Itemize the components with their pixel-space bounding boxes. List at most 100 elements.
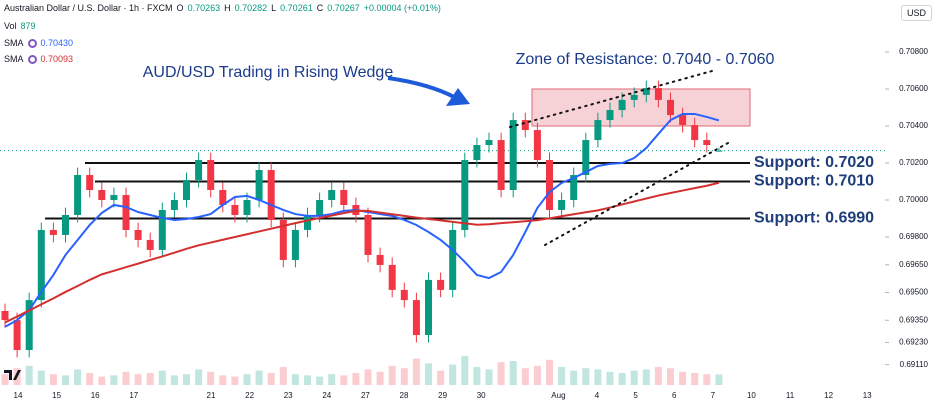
candle-body	[122, 194, 130, 230]
volume-bar	[558, 367, 566, 385]
candle-body	[170, 199, 178, 210]
volume-bar	[134, 374, 142, 385]
volume-bar	[642, 369, 650, 385]
h-val: 0.70282	[234, 3, 268, 13]
legend-name: SMA	[4, 54, 24, 64]
candle-body	[328, 190, 336, 200]
vol-val: 879	[20, 21, 36, 31]
volume-bar	[1, 374, 9, 385]
volume-bar	[62, 375, 69, 385]
y-tick-label: 0.70400	[899, 121, 928, 130]
volume-bar	[570, 370, 578, 385]
candle-body	[594, 120, 602, 141]
candle-body	[255, 170, 263, 200]
volume-bar	[388, 365, 396, 385]
candle-body	[1, 310, 9, 321]
candle-body	[291, 229, 299, 260]
currency-button[interactable]: USD	[900, 5, 932, 21]
volume-bar	[606, 371, 614, 385]
volume-bar	[630, 370, 638, 385]
candle-body	[37, 229, 45, 301]
volume-bar	[195, 369, 203, 385]
arrow-head	[446, 88, 470, 106]
candle-body	[316, 199, 324, 215]
c-val: 0.70267	[327, 3, 360, 13]
x-tick-label: 5	[633, 391, 638, 400]
candle-body	[49, 229, 57, 235]
volume-bar	[679, 371, 687, 385]
volume-bar	[267, 373, 275, 385]
resistance-label: Zone of Resistance: 0.7040 - 0.7060	[516, 51, 775, 68]
volume-bar	[207, 371, 215, 385]
volume-bar	[715, 374, 723, 385]
x-tick-label: Aug	[551, 391, 565, 400]
candle-body	[606, 110, 614, 121]
candle-body	[219, 190, 227, 205]
volume-bar	[158, 370, 166, 385]
y-tick-label: 0.69500	[899, 288, 928, 297]
x-tick-label: 7	[711, 391, 716, 400]
x-tick-label: 21	[207, 391, 216, 400]
sma1-row: SMA 0.70430	[4, 38, 73, 48]
x-tick-label: 16	[91, 391, 100, 400]
candle-body	[437, 279, 445, 290]
volume-bar	[243, 374, 251, 385]
candle-body	[667, 99, 674, 116]
wedge-annotation: AUD/USD Trading in Rising Wedge	[143, 64, 394, 81]
volume-bar	[316, 376, 324, 385]
volume-bar	[328, 374, 336, 385]
candle-body	[267, 170, 275, 220]
volume-bar	[618, 373, 626, 385]
annotation-layer: Zone of Resistance: 0.7040 - 0.7060 Suppo…	[0, 51, 885, 227]
candle-body	[134, 229, 142, 240]
legend-name: SMA	[4, 38, 24, 48]
candle-body	[74, 175, 82, 215]
vol-key: Vol	[4, 21, 17, 31]
volume-bar	[170, 375, 178, 385]
volume-bar	[255, 370, 263, 385]
volume-bar	[485, 369, 493, 385]
volume-bar	[400, 368, 408, 385]
volume-bar	[146, 373, 154, 385]
candle-body	[679, 115, 687, 126]
y-tick-label: 0.69110	[900, 360, 929, 369]
support-label: Support: 0.7010	[754, 173, 874, 190]
candle-body	[183, 180, 190, 200]
candle-body	[509, 120, 517, 191]
x-tick-label: 13	[863, 391, 872, 400]
candle-body	[642, 88, 650, 95]
volume-bar	[425, 363, 432, 385]
volume-bar	[74, 369, 82, 385]
candle-body	[86, 175, 94, 191]
volume-bar	[279, 367, 287, 385]
volume-layer	[1, 356, 723, 385]
candle-body	[715, 150, 723, 152]
x-tick-label: 27	[361, 391, 370, 400]
candle-body	[582, 140, 590, 176]
y-tick-label: 0.69650	[899, 260, 928, 269]
axis-layer: 0.70800 0.70600 0.70400 0.70200 0.70000 0.698…	[14, 47, 929, 400]
x-tick-label: 15	[52, 391, 61, 400]
y-tick-label: 0.70600	[899, 84, 928, 93]
candle-body	[461, 160, 469, 230]
volume-bar	[291, 374, 299, 385]
wedge-upper	[509, 70, 713, 128]
logo	[4, 370, 21, 380]
volume-bar	[497, 362, 505, 385]
x-tick-label: 11	[786, 391, 795, 400]
support-label: Support: 0.6990	[754, 210, 874, 227]
candle-body	[473, 145, 481, 161]
sma2-row: SMA 0.70093	[4, 54, 73, 64]
candle-body	[558, 199, 566, 210]
volume-bar	[231, 376, 239, 385]
volume-bar	[594, 369, 602, 385]
volume-bar	[437, 370, 445, 385]
volume-bar	[352, 373, 360, 385]
volume-bar	[364, 369, 372, 385]
y-tick-label: 0.69800	[899, 232, 928, 241]
legend-badge	[27, 38, 37, 48]
candle-body	[231, 204, 239, 215]
candle-body	[546, 160, 553, 210]
